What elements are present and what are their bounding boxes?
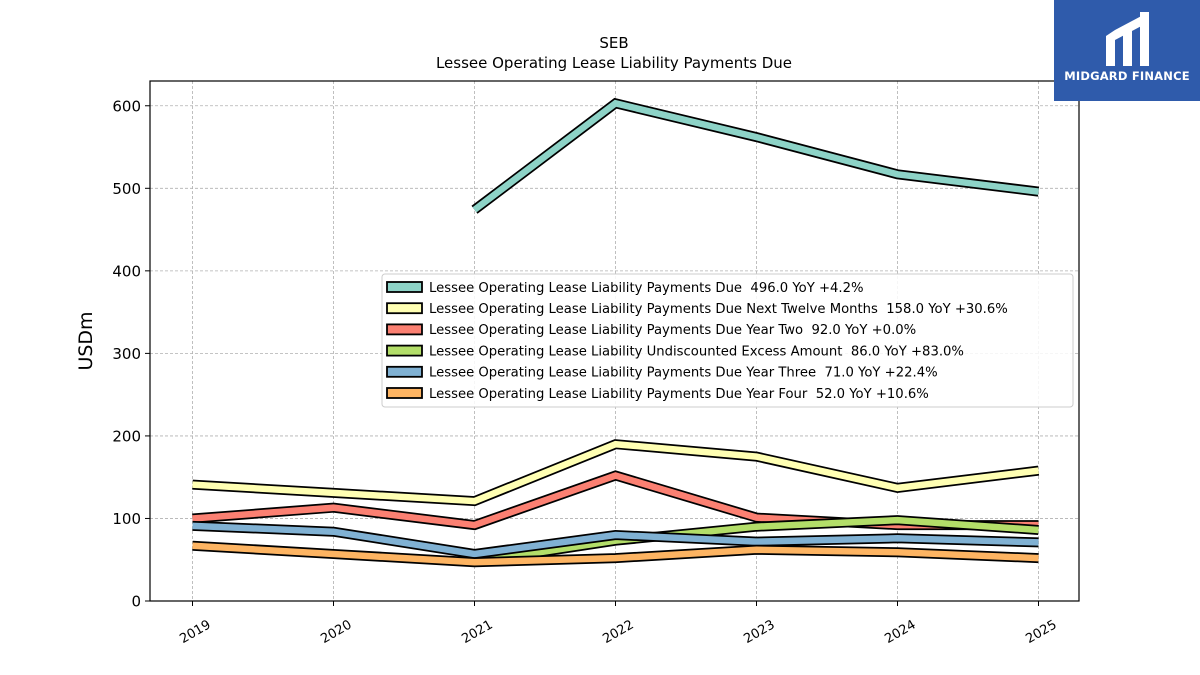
axes: 0 100 200 300 400 500 600 2019 2020 2021 2022 2023 2… xyxy=(112,97,1059,647)
brand-logo: MIDGARD FINANCE xyxy=(1054,0,1200,101)
legend-box xyxy=(381,273,1074,408)
y-tick-label: 500 xyxy=(112,180,141,198)
series-line xyxy=(192,520,1039,560)
x-tick-label: 2025 xyxy=(1023,617,1059,647)
series-lines xyxy=(192,97,1040,568)
chart-subtitle: Lessee Operating Lease Liability Payment… xyxy=(436,54,792,72)
y-tick-label: 300 xyxy=(112,345,141,363)
legend-swatch xyxy=(386,323,423,336)
x-tick-label: 2021 xyxy=(459,617,495,647)
series-line-fill xyxy=(192,542,1039,566)
midgard-logo-mark-icon xyxy=(1106,12,1149,66)
y-tick-label: 400 xyxy=(112,262,141,280)
series-line-fill xyxy=(192,522,1039,558)
series-line-fill xyxy=(474,516,1039,566)
series-line xyxy=(192,540,1039,568)
x-tick-label: 2023 xyxy=(741,617,777,647)
legend: Lessee Operating Lease Liability Payment… xyxy=(381,273,1074,408)
series-line xyxy=(192,439,1040,507)
x-tick-label: 2022 xyxy=(600,617,636,647)
x-tick-label: 2024 xyxy=(882,617,918,647)
y-tick-label: 100 xyxy=(112,510,141,528)
y-axis-label: USDm xyxy=(75,311,97,370)
y-tick-label: 200 xyxy=(112,427,141,445)
legend-entry: Lessee Operating Lease Liability Payment… xyxy=(429,281,864,296)
legend-swatch xyxy=(386,302,423,315)
legend-swatch xyxy=(386,365,423,378)
legend-entry: Lessee Operating Lease Liability Payment… xyxy=(429,323,916,338)
legend-entry: Lessee Operating Lease Liability Payment… xyxy=(429,302,1008,317)
y-tick-label: 0 xyxy=(131,593,141,611)
series-line xyxy=(471,97,1040,214)
chart-title: SEB xyxy=(599,34,628,52)
y-tick-label: 600 xyxy=(112,97,141,115)
series-line-fill xyxy=(472,99,1039,213)
brand-name: MIDGARD FINANCE xyxy=(1064,69,1190,83)
series-line-fill xyxy=(192,440,1039,505)
legend-swatch xyxy=(386,344,423,357)
series-line xyxy=(473,515,1039,568)
legend-entry: Lessee Operating Lease Liability Payment… xyxy=(429,366,938,381)
legend-swatch xyxy=(386,387,423,399)
legend-swatch xyxy=(386,281,423,293)
x-tick-label: 2020 xyxy=(318,617,354,647)
plot-area-frame xyxy=(149,80,1080,602)
x-tick-label: 2019 xyxy=(177,617,213,647)
legend-entry: Lessee Operating Lease Liability Undisco… xyxy=(429,344,964,359)
legend-entry: Lessee Operating Lease Liability Payment… xyxy=(429,387,929,402)
